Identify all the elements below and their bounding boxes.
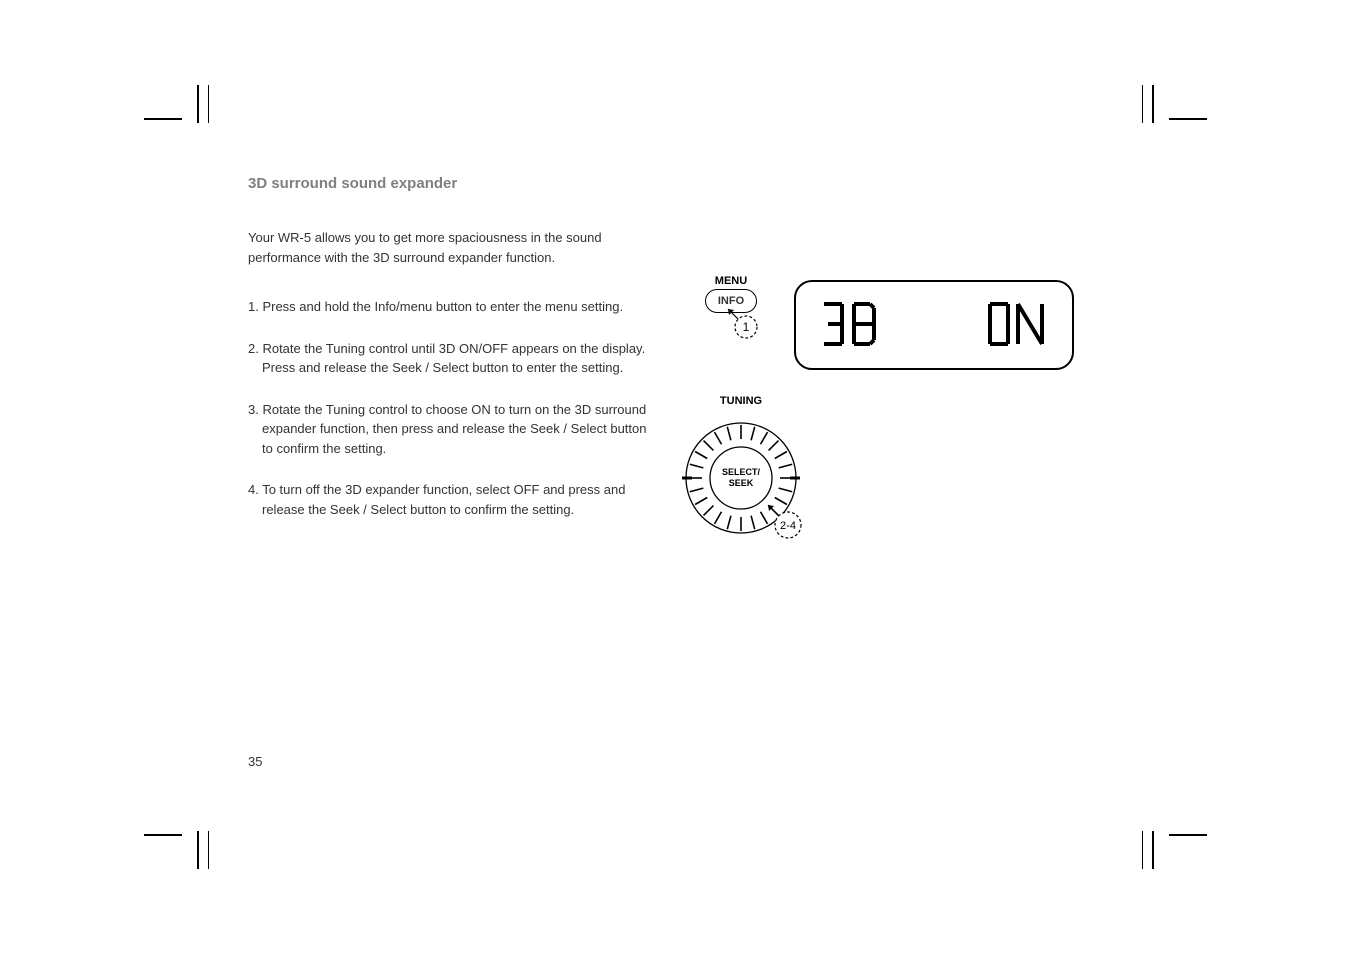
lcd-seg-3d-icon [818,298,884,352]
lcd-seg-on-icon [984,298,1050,352]
tuning-dial-icon: SELECT/ SEEK 2-4 [676,413,806,543]
callout-1-number: 1 [743,320,750,334]
lcd-display [794,280,1074,370]
steps-list: 1. Press and hold the Info/menu button t… [248,297,648,519]
manual-page: 3D surround sound expander Your WR-5 all… [0,0,1351,954]
crop-mark [1142,831,1143,869]
page-number: 35 [248,754,262,769]
step-item: 3. Rotate the Tuning control to choose O… [248,400,648,459]
intro-paragraph: Your WR-5 allows you to get more spaciou… [248,228,648,267]
step-item: 1. Press and hold the Info/menu button t… [248,297,648,317]
menu-label: MENU [701,275,761,287]
crop-mark [208,831,209,869]
crop-mark [208,85,209,123]
callout-2-number: 2-4 [780,520,796,532]
step-item: 4. To turn off the 3D expander function,… [248,480,648,519]
crop-mark [1169,834,1207,836]
crop-mark [197,831,199,869]
crop-mark [1142,85,1143,123]
tuning-dial-figure: TUNING [676,395,806,543]
crop-mark [1152,831,1154,869]
tuning-label: TUNING [676,395,806,407]
figure-column: MENU INFO 1 [686,275,1096,313]
crop-mark [144,834,182,836]
crop-mark [1169,118,1207,120]
section-heading: 3D surround sound expander [248,175,1108,192]
crop-mark [1152,85,1154,123]
dial-seek-label: SEEK [729,478,754,488]
info-button-figure: MENU INFO 1 [686,275,776,313]
dial-select-label: SELECT/ [722,467,761,477]
callout-1: 1 [724,305,764,345]
step-item: 2. Rotate the Tuning control until 3D ON… [248,339,648,378]
crop-mark [144,118,182,120]
crop-mark [197,85,199,123]
